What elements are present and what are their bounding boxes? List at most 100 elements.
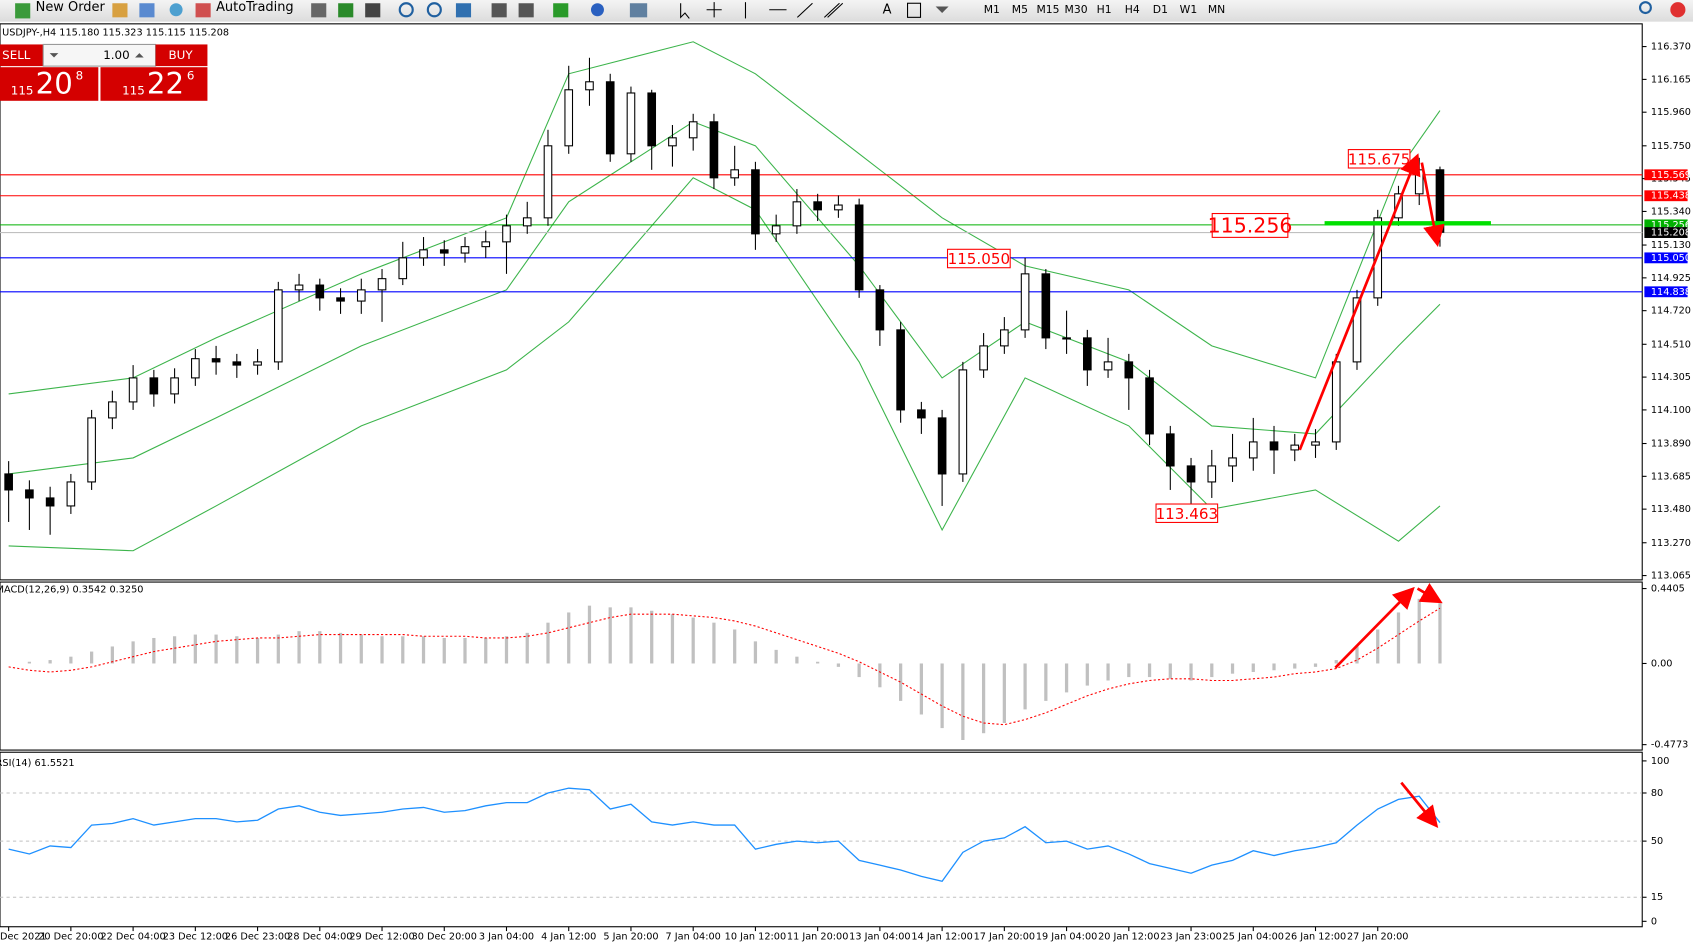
periods[interactable] bbox=[590, 3, 604, 17]
candle-body bbox=[1269, 441, 1279, 451]
drawn-arrow[interactable] bbox=[1334, 586, 1415, 669]
tool-icon[interactable] bbox=[311, 3, 327, 18]
price-prefix[interactable]: 115 bbox=[122, 84, 145, 98]
tool-icon[interactable] bbox=[491, 3, 507, 18]
y-tick-label: 80 bbox=[1651, 788, 1663, 799]
macd-bar bbox=[1168, 663, 1172, 679]
macd-bar bbox=[214, 634, 218, 664]
y-tick-label: 113.065 bbox=[1651, 571, 1691, 582]
tool-icon[interactable] bbox=[338, 3, 354, 18]
y-tick-label: 113.685 bbox=[1651, 471, 1691, 482]
sell-price-box[interactable] bbox=[0, 67, 99, 101]
tool-icon[interactable] bbox=[365, 3, 381, 18]
macd-bar bbox=[981, 663, 986, 734]
label-tool[interactable] bbox=[907, 2, 922, 18]
templates[interactable] bbox=[629, 3, 648, 18]
macd-bar bbox=[857, 663, 861, 678]
timeframe[interactable]: MN bbox=[1208, 3, 1225, 16]
timeframe[interactable]: D1 bbox=[1153, 3, 1168, 16]
price-big[interactable]: 20 bbox=[36, 67, 73, 101]
candle-body bbox=[1311, 441, 1320, 446]
indicators[interactable] bbox=[553, 3, 569, 18]
buy-button[interactable] bbox=[155, 44, 208, 67]
toolbar-bg bbox=[0, 0, 1693, 22]
candle-body bbox=[1083, 337, 1092, 371]
new-order[interactable]: New Order bbox=[36, 0, 106, 15]
indicator-title: RSI(14) 61.5521 bbox=[0, 758, 75, 769]
main-panel bbox=[0, 23, 1643, 581]
macd-bar bbox=[1313, 663, 1318, 667]
annotation-box bbox=[1211, 212, 1289, 238]
annotation: 115.256 bbox=[1208, 214, 1293, 238]
timeframe[interactable]: M1 bbox=[984, 3, 1000, 16]
search[interactable] bbox=[1638, 1, 1652, 15]
lot[interactable]: 1.00 bbox=[103, 48, 129, 62]
drawn-arrow[interactable] bbox=[1298, 153, 1421, 451]
candle-body bbox=[626, 92, 636, 155]
tool-icon[interactable] bbox=[518, 3, 534, 18]
macd-bar bbox=[816, 661, 820, 664]
candle-body bbox=[232, 361, 242, 366]
auto-trading[interactable]: AutoTrading bbox=[216, 0, 294, 15]
drawn-arrow[interactable] bbox=[1420, 162, 1445, 248]
timeframe[interactable]: W1 bbox=[1180, 3, 1198, 16]
x-tick-label: 22 Dec 04:00 bbox=[100, 931, 165, 942]
price-big[interactable]: 22 bbox=[147, 67, 184, 101]
macd-bar bbox=[1002, 663, 1006, 723]
tool-icon[interactable] bbox=[455, 3, 472, 18]
zoom-out[interactable] bbox=[426, 2, 442, 18]
rsi-line bbox=[8, 787, 1441, 882]
price-prefix[interactable]: 115 bbox=[11, 84, 34, 98]
drawn-arrow[interactable] bbox=[1416, 582, 1443, 604]
notifications[interactable] bbox=[1670, 2, 1686, 18]
timeframe[interactable]: H4 bbox=[1125, 3, 1140, 16]
lot-up[interactable] bbox=[135, 53, 144, 58]
shapes[interactable] bbox=[935, 6, 949, 14]
macd-bar bbox=[48, 660, 52, 664]
buy-label[interactable]: BUY bbox=[169, 48, 194, 62]
price-pip[interactable]: 6 bbox=[187, 68, 195, 82]
candle-body bbox=[336, 297, 345, 302]
y-tick-label: 15 bbox=[1651, 892, 1663, 903]
crosshair[interactable] bbox=[706, 2, 722, 18]
new-order-icon[interactable] bbox=[15, 3, 31, 19]
candle-body bbox=[522, 217, 532, 227]
price-level-tag bbox=[1644, 169, 1688, 181]
macd-bar bbox=[608, 607, 612, 664]
macd-bar bbox=[961, 663, 965, 741]
timeframe[interactable]: H1 bbox=[1097, 3, 1112, 16]
text-tool[interactable]: A bbox=[883, 2, 892, 17]
lot-down[interactable] bbox=[49, 53, 59, 58]
tool-icon[interactable] bbox=[112, 3, 128, 18]
timeframe[interactable]: M15 bbox=[1036, 3, 1059, 16]
x-tick-label: 7 Jan 04:00 bbox=[666, 931, 721, 942]
macd-bar bbox=[1189, 663, 1193, 681]
channel[interactable] bbox=[823, 2, 844, 18]
macd-bar bbox=[276, 634, 280, 664]
y-tick-label: 100 bbox=[1651, 756, 1670, 767]
macd-bar bbox=[691, 617, 695, 664]
tool-icon[interactable] bbox=[139, 3, 155, 18]
x-tick-label: 3 Jan 04:00 bbox=[479, 931, 534, 942]
tool-icon[interactable] bbox=[169, 3, 183, 17]
zoom-in[interactable] bbox=[398, 2, 414, 18]
autotrading-icon[interactable] bbox=[195, 3, 211, 18]
candle-body bbox=[1041, 273, 1051, 339]
macd-bar bbox=[650, 610, 654, 664]
buy-price-box[interactable] bbox=[100, 67, 208, 101]
timeframe[interactable]: M30 bbox=[1065, 3, 1088, 16]
trendline[interactable] bbox=[796, 2, 813, 18]
drawn-arrow[interactable] bbox=[1400, 781, 1439, 828]
price-pip[interactable]: 8 bbox=[76, 68, 84, 82]
x-tick-label: 26 Dec 23:00 bbox=[225, 931, 290, 942]
macd-bar bbox=[1438, 603, 1442, 664]
macd-bar bbox=[1376, 629, 1380, 664]
cursor[interactable] bbox=[680, 3, 690, 19]
symbol-title: USDJPY-,H4 115.180 115.323 115.115 115.2… bbox=[2, 28, 229, 39]
timeframe[interactable]: M5 bbox=[1012, 3, 1028, 16]
sell-label[interactable]: SELL bbox=[2, 48, 31, 62]
macd-bar bbox=[421, 636, 426, 664]
candle-body bbox=[398, 257, 408, 280]
macd-bar bbox=[401, 636, 405, 664]
